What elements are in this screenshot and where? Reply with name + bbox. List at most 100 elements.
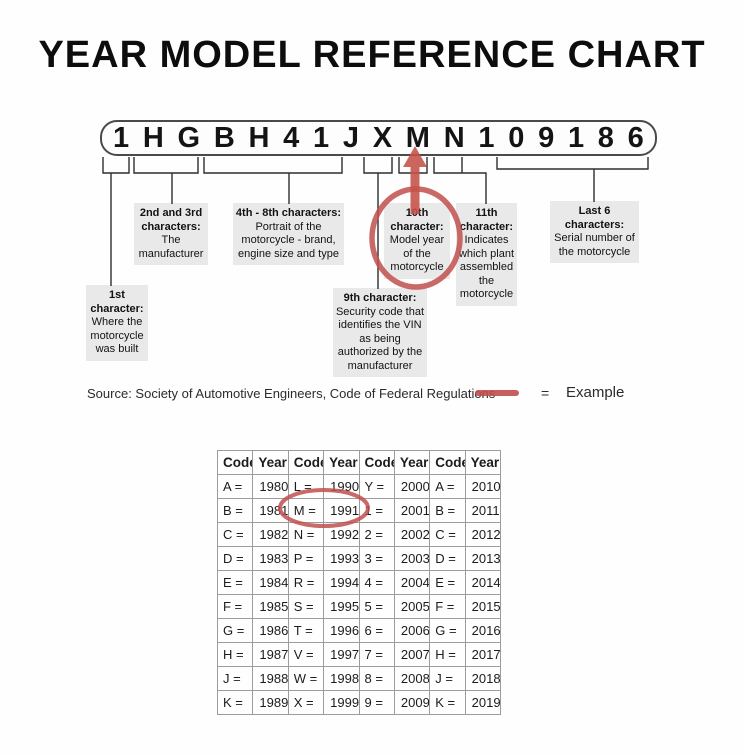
callout-title: 1st character: xyxy=(90,289,144,315)
code-cell: 6 = xyxy=(358,618,395,643)
table-row: C = 1982 N = 1992 2 = 2002 C = 2012 xyxy=(216,522,502,547)
code-cell: B = xyxy=(429,498,466,523)
code-cell: 2 = xyxy=(358,522,395,547)
vin-character: M xyxy=(405,122,430,154)
vin-character: 1 xyxy=(113,122,130,154)
callout-9th-character: 9th character: Security code that identi… xyxy=(333,288,427,377)
table-row: B = 1981 M = 1991 1 = 2001 B = 2011 xyxy=(216,498,502,523)
source-note: Source: Society of Automotive Engineers,… xyxy=(87,386,496,401)
code-cell: N = xyxy=(287,522,325,547)
code-cell: V = xyxy=(287,642,325,667)
callout-title: Last 6 characters: xyxy=(564,205,625,231)
vin-character: 1 xyxy=(313,122,330,154)
year-cell: 2016 xyxy=(464,618,502,643)
year-cell: 1985 xyxy=(252,594,289,619)
code-cell: K = xyxy=(429,690,466,715)
vin-character: H xyxy=(142,122,164,154)
year-cell: 1994 xyxy=(323,570,360,595)
callout-1st-character: 1st character: Where the motorcycle was … xyxy=(86,285,148,361)
vin-character: N xyxy=(443,122,465,154)
table-header-cell: Year xyxy=(252,450,289,475)
year-cell: 2015 xyxy=(464,594,502,619)
vin-character: 9 xyxy=(538,122,555,154)
code-cell: G = xyxy=(429,618,466,643)
code-cell: X = xyxy=(287,690,325,715)
year-cell: 1981 xyxy=(252,498,289,523)
code-cell: 3 = xyxy=(358,546,395,571)
table-row: J = 1988 W = 1998 8 = 2008 J = 2018 xyxy=(216,666,502,691)
table-header-cell: Year xyxy=(323,450,360,475)
code-cell: 5 = xyxy=(358,594,395,619)
year-cell: 1995 xyxy=(323,594,360,619)
code-cell: 4 = xyxy=(358,570,395,595)
year-cell: 1990 xyxy=(323,474,360,499)
code-cell: D = xyxy=(216,546,254,571)
year-cell: 2003 xyxy=(393,546,431,571)
year-cell: 2006 xyxy=(393,618,431,643)
table-header-cell: Code xyxy=(287,450,325,475)
year-code-table: CodeYearCodeYearCodeYearCodeYear A =1980… xyxy=(216,450,502,715)
vin-character: 0 xyxy=(508,122,525,154)
year-cell: 2005 xyxy=(393,594,431,619)
vin-character: 4 xyxy=(283,122,300,154)
year-cell: 2001 xyxy=(393,498,431,523)
year-cell: 2008 xyxy=(393,666,431,691)
year-cell: 1983 xyxy=(252,546,289,571)
code-cell: B = xyxy=(216,498,254,523)
year-cell: 2000 xyxy=(393,474,431,499)
code-cell: 1 = xyxy=(358,498,395,523)
code-cell: 8 = xyxy=(358,666,395,691)
callout-body: The manufacturer xyxy=(138,234,204,260)
year-cell: 1988 xyxy=(252,666,289,691)
code-cell: D = xyxy=(429,546,466,571)
callout-body: Portrait of the motorcycle - brand, engi… xyxy=(238,220,339,260)
year-cell: 2011 xyxy=(464,498,502,523)
callout-11th-character: 11th character: Indicates which plant as… xyxy=(456,203,517,306)
year-cell: 1984 xyxy=(252,570,289,595)
code-cell: W = xyxy=(287,666,325,691)
callout-body: Indicates which plant assembled the moto… xyxy=(458,234,515,300)
table-header-cell: Code xyxy=(429,450,466,475)
year-cell: 1998 xyxy=(323,666,360,691)
year-cell: 2004 xyxy=(393,570,431,595)
code-cell: Y = xyxy=(358,474,395,499)
year-cell: 1989 xyxy=(252,690,289,715)
callout-title: 2nd and 3rd characters: xyxy=(139,207,203,233)
year-cell: 2010 xyxy=(464,474,502,499)
year-cell: 2007 xyxy=(393,642,431,667)
table-row: G = 1986 T = 1996 6 = 2006 G = 2016 xyxy=(216,618,502,643)
year-cell: 1993 xyxy=(323,546,360,571)
code-cell: C = xyxy=(216,522,254,547)
callout-10th-character: 10th character: Model year of the motorc… xyxy=(384,203,450,279)
page-title: YEAR MODEL REFERENCE CHART xyxy=(38,34,706,76)
year-cell: 1986 xyxy=(252,618,289,643)
code-cell: E = xyxy=(429,570,466,595)
code-cell: 9 = xyxy=(358,690,395,715)
callout-body: Security code that identifies the VIN as… xyxy=(335,305,425,372)
code-cell: H = xyxy=(216,642,254,667)
callout-body: Where the motorcycle was built xyxy=(90,316,144,355)
year-cell: 2017 xyxy=(464,642,502,667)
vin-character: H xyxy=(248,122,270,154)
vin-character: B xyxy=(213,122,235,154)
table-row: A = 1980 L = 1990 Y = 2000 A = 2010 xyxy=(216,474,502,499)
code-cell: M = xyxy=(287,498,325,523)
code-cell: A = xyxy=(429,474,466,499)
callout-last-6-characters: Last 6 characters: Serial number of the … xyxy=(550,201,639,263)
year-cell: 1980 xyxy=(252,474,289,499)
table-header-cell: Code xyxy=(216,450,254,475)
callout-2nd-3rd-characters: 2nd and 3rd characters: The manufacturer xyxy=(134,203,208,265)
vin-character: X xyxy=(372,122,393,154)
vin-character: 1 xyxy=(478,122,495,154)
code-cell: F = xyxy=(216,594,254,619)
table-row: F = 1985 S = 1995 5 = 2005 F = 2015 xyxy=(216,594,502,619)
year-cell: 2013 xyxy=(464,546,502,571)
year-cell: 1991 xyxy=(323,498,360,523)
year-cell: 1992 xyxy=(323,522,360,547)
year-cell: 1982 xyxy=(252,522,289,547)
vin-character: G xyxy=(177,122,201,154)
table-row: E = 1984 R = 1994 4 = 2004 E = 2014 xyxy=(216,570,502,595)
year-cell: 2018 xyxy=(464,666,502,691)
